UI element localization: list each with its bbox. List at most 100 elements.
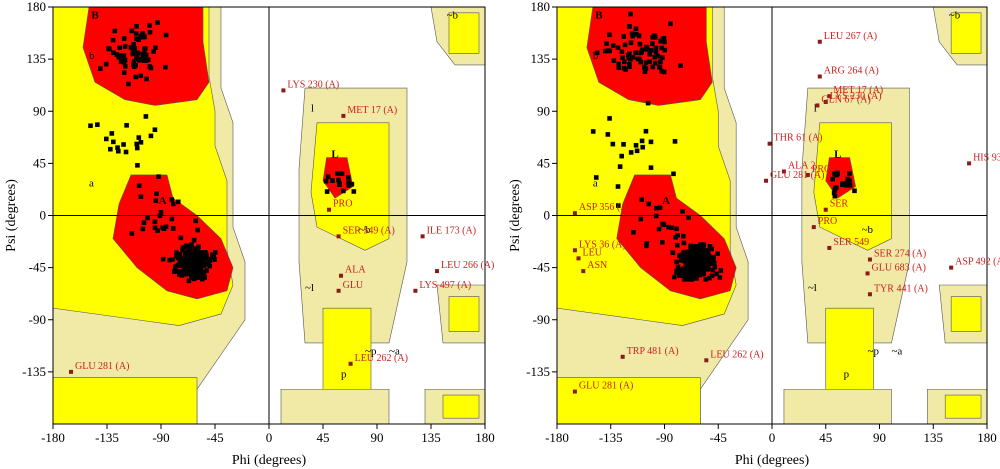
residue-point	[121, 53, 127, 58]
residue-point	[691, 264, 697, 270]
x-tick-label: 180	[977, 430, 997, 445]
residue-point	[111, 50, 116, 56]
residue-point	[123, 149, 129, 155]
residue-point	[652, 35, 658, 40]
residue-point	[121, 70, 127, 75]
outlier-point	[435, 269, 439, 274]
residue-point	[672, 139, 678, 144]
residue-point	[712, 264, 718, 270]
outlier-label: LEU 262 (A)	[355, 353, 408, 364]
residue-point	[193, 218, 198, 224]
outlier-point	[704, 358, 709, 363]
residue-point	[169, 197, 175, 202]
residue-point	[121, 36, 127, 41]
residue-point	[155, 20, 160, 25]
outlier-point	[764, 178, 769, 183]
residue-point	[669, 225, 674, 231]
residue-point	[717, 275, 723, 280]
residue-point	[634, 31, 639, 37]
residue-point	[88, 123, 93, 129]
residue-point	[698, 242, 703, 247]
residue-point	[638, 216, 644, 222]
residue-point	[170, 257, 175, 262]
residue-point	[696, 256, 701, 261]
x-tick-label: -45	[710, 430, 727, 445]
residue-point	[694, 276, 699, 281]
residue-point	[195, 256, 201, 261]
residue-point	[648, 139, 654, 145]
y-tick-label: 90	[537, 103, 550, 118]
region-label: A	[662, 195, 670, 207]
outlier-point	[781, 169, 786, 174]
residue-point	[110, 37, 116, 43]
outlier-label: MET 17 (A)	[833, 85, 883, 96]
residue-point	[711, 254, 717, 260]
residue-point	[193, 247, 199, 253]
residue-point	[200, 255, 206, 261]
residue-point	[160, 256, 166, 262]
residue-point	[647, 59, 652, 64]
outlier-point	[815, 103, 820, 108]
region-label: B	[91, 10, 99, 22]
residue-point	[627, 62, 632, 67]
residue-point	[700, 258, 706, 263]
residue-point	[205, 262, 211, 267]
residue-point	[619, 153, 624, 159]
residue-point	[594, 50, 600, 56]
y-tick-label: -90	[29, 312, 46, 327]
residue-point	[718, 268, 724, 273]
outlier-label: HIS 93 (A)	[973, 152, 1000, 163]
residue-point	[615, 184, 621, 189]
residue-point	[839, 182, 845, 188]
residue-point	[196, 252, 202, 257]
region-label: ~b	[359, 224, 371, 236]
residue-point	[694, 271, 700, 276]
region-label: L	[834, 149, 841, 161]
residue-point	[189, 275, 194, 281]
outlier-point	[327, 207, 331, 212]
x-tick-label: 135	[924, 430, 944, 445]
residue-point	[610, 43, 616, 48]
outlier-point	[827, 245, 832, 250]
residue-point	[143, 114, 149, 119]
residue-point	[686, 258, 692, 263]
residue-point	[128, 45, 134, 50]
residue-point	[688, 249, 694, 255]
x-tick-label: -180	[41, 430, 65, 445]
region-label: B	[595, 10, 603, 22]
residue-point	[847, 183, 853, 188]
residue-point	[659, 45, 665, 51]
residue-point	[141, 54, 146, 60]
residue-point	[709, 246, 714, 252]
outlier-point	[823, 207, 828, 212]
outlier-point	[967, 161, 972, 166]
generous-region-5	[783, 388, 892, 425]
region-label: ~p	[365, 346, 377, 358]
outlier-label: ARG 264 (A)	[824, 66, 879, 77]
residue-point	[147, 23, 152, 28]
residue-point	[202, 275, 208, 280]
residue-point	[834, 172, 839, 178]
residue-point	[707, 275, 712, 281]
residue-point	[147, 29, 153, 35]
residue-point	[683, 262, 689, 267]
residue-point	[177, 251, 182, 257]
residue-point	[656, 226, 662, 232]
outlier-label: ASP 492 (A)	[955, 257, 1000, 268]
residue-point	[670, 250, 676, 256]
residue-point	[330, 178, 335, 183]
generous-region-5	[280, 388, 390, 425]
residue-point	[644, 243, 649, 249]
x-tick-label: -135	[599, 430, 623, 445]
region-label: p	[341, 369, 347, 381]
outlier-label: PRO	[812, 164, 831, 175]
residue-point	[341, 188, 346, 194]
residue-point	[197, 267, 203, 273]
residue-point	[606, 48, 611, 53]
residue-point	[200, 261, 206, 266]
outlier-point	[576, 256, 581, 261]
residue-point	[155, 228, 160, 233]
residue-point	[643, 60, 649, 66]
residue-point	[629, 31, 635, 37]
